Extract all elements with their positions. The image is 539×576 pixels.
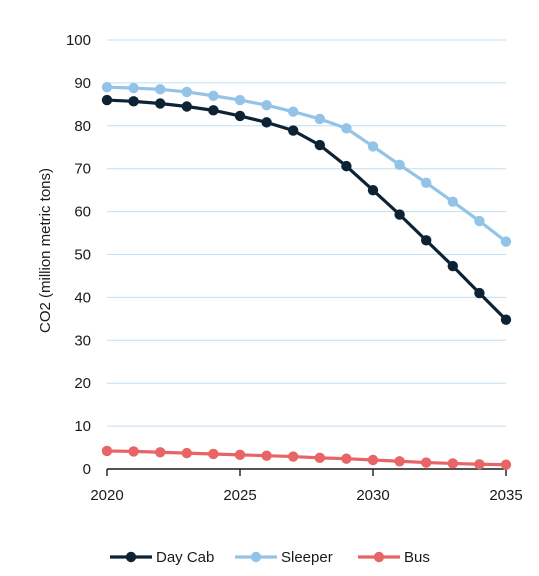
x-tick-label: 2020 [90, 487, 123, 504]
data-point [314, 113, 325, 125]
data-point [181, 101, 192, 112]
y-tick-label: 70 [74, 161, 91, 178]
data-point [128, 446, 139, 457]
data-point [394, 209, 405, 220]
data-point [474, 287, 485, 299]
legend-marker [250, 551, 262, 563]
data-point [155, 447, 166, 458]
legend: Day Cab Sleeper Bus [110, 549, 430, 566]
y-tick-label: 100 [66, 32, 91, 49]
data-point [181, 86, 192, 98]
data-point [341, 160, 352, 172]
data-point [500, 314, 512, 325]
data-point [421, 177, 432, 189]
y-tick-label: 0 [83, 461, 91, 478]
legend-marker [373, 551, 385, 563]
data-point [288, 125, 299, 136]
data-point [474, 215, 485, 227]
data-point [500, 459, 512, 470]
series-day-cab [101, 94, 512, 325]
data-point [447, 458, 458, 469]
data-point [101, 445, 113, 457]
data-point [394, 159, 405, 171]
legend-label: Bus [404, 549, 430, 566]
data-point [500, 236, 512, 247]
legend-item-bus: Bus [358, 549, 430, 566]
data-point [314, 139, 325, 151]
data-point [421, 235, 432, 246]
data-point [155, 84, 166, 95]
series-line [106, 98, 508, 321]
y-axis-title: CO2 (million metric tons) [37, 168, 54, 333]
data-point [208, 105, 219, 116]
data-point [208, 448, 219, 460]
data-point [447, 196, 458, 207]
x-tick-label: 2035 [489, 487, 522, 504]
data-point [341, 453, 352, 464]
legend-label: Day Cab [156, 549, 214, 566]
data-point [101, 94, 113, 106]
series-lines [101, 81, 512, 470]
y-tick-label: 80 [74, 118, 91, 135]
y-tick-label: 60 [74, 204, 91, 221]
y-tick-label: 10 [74, 418, 91, 435]
legend-marker [125, 551, 137, 563]
data-point [261, 450, 272, 461]
data-point [474, 459, 485, 470]
data-point [208, 90, 219, 101]
data-point [314, 452, 325, 464]
data-point [341, 123, 352, 134]
data-point [367, 454, 379, 466]
series-sleeper [101, 81, 512, 247]
y-tick-label: 40 [74, 289, 91, 306]
data-point [234, 449, 246, 461]
series-line [106, 449, 507, 467]
data-point [155, 98, 166, 109]
data-point [261, 100, 272, 111]
legend-item-sleeper: Sleeper [235, 549, 333, 566]
data-point [421, 457, 432, 468]
data-point [367, 184, 379, 196]
data-point [288, 106, 299, 117]
y-tick-label: 90 [74, 75, 91, 92]
data-point [128, 82, 139, 94]
data-point [101, 81, 113, 93]
data-point [128, 96, 139, 107]
y-tick-label: 20 [74, 375, 91, 392]
data-point [234, 94, 246, 106]
data-point [394, 456, 405, 467]
y-tick-label: 30 [74, 332, 91, 349]
y-tick-label: 50 [74, 247, 91, 264]
x-tick-label: 2030 [356, 487, 389, 504]
series-line [106, 85, 507, 243]
data-point [288, 451, 299, 462]
data-point [447, 260, 458, 272]
data-point [261, 117, 272, 128]
legend-label: Sleeper [281, 549, 333, 566]
gridlines [107, 39, 506, 427]
x-tick-label: 2025 [223, 487, 256, 504]
data-point [234, 110, 246, 122]
data-point [181, 447, 192, 459]
series-bus [101, 445, 512, 470]
legend-item-day-cab: Day Cab [110, 549, 214, 566]
data-point [367, 141, 379, 152]
